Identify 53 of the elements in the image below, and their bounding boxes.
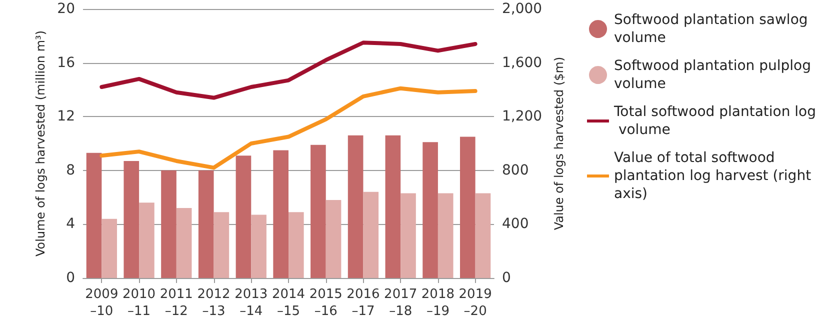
bar [124, 160, 140, 278]
bar [385, 135, 401, 278]
legend-label: Total softwood plantation log volume [613, 104, 816, 138]
bar [460, 136, 476, 278]
bar [102, 218, 117, 278]
y2-tick-label: 0 [502, 270, 511, 286]
x-tick-label: 2011–12 [160, 287, 193, 319]
bar [326, 200, 342, 278]
x-tick-label: 2015–16 [309, 287, 342, 319]
x-tick-label: 2017–18 [384, 287, 418, 319]
bar [288, 212, 304, 278]
y-tick-label: 0 [66, 270, 75, 286]
bar [176, 208, 192, 278]
bar [139, 202, 154, 278]
line-series [100, 86, 478, 170]
y-tick-label: 4 [66, 216, 76, 232]
bar [214, 212, 230, 278]
bar [198, 170, 214, 278]
y-tick-label: 20 [57, 1, 75, 17]
y-axis-title: Volume of logs harvested (million m³) [33, 30, 48, 256]
bar [400, 193, 416, 278]
y2-tick-label: 400 [502, 216, 529, 232]
x-tick-label: 2014–15 [272, 287, 306, 319]
bar [475, 193, 491, 278]
bar [236, 156, 252, 278]
legend-label: Softwood plantation pulplog volume [614, 58, 816, 92]
x-tick-label: 2013–14 [234, 287, 268, 319]
y-tick-label: 16 [57, 54, 76, 71]
x-tick-label: 2018–19 [421, 287, 454, 319]
bar [273, 150, 288, 278]
y2-tick-label: 1,200 [502, 108, 542, 125]
x-tick-label: 2009–10 [85, 287, 118, 319]
bar [310, 144, 326, 278]
y-tick-label: 12 [57, 108, 75, 125]
x-tick-label: 2010–11 [122, 287, 156, 319]
bar [348, 135, 364, 278]
y2-tick-label: 1,600 [502, 54, 542, 71]
y2-tick-label: 2,000 [502, 1, 542, 17]
y2-tick-label: 800 [502, 162, 529, 178]
line-series [100, 40, 478, 100]
y2-axis-title: Value of logs harvested ($m) [552, 56, 566, 230]
y-tick-label: 8 [66, 162, 75, 178]
bar [161, 170, 176, 278]
bar [86, 152, 102, 278]
bar [251, 214, 266, 278]
bar [422, 142, 438, 278]
x-tick-label: 2012–13 [197, 287, 230, 319]
bar [363, 192, 379, 278]
x-tick-label: 2016–17 [346, 287, 380, 319]
bar [438, 193, 454, 278]
legend-label: Softwood plantation sawlog volume [614, 12, 812, 46]
legend-label: Value of total softwood plantation log harvest (right axis) [614, 150, 816, 202]
x-tick-label: 2019–20 [458, 287, 492, 319]
